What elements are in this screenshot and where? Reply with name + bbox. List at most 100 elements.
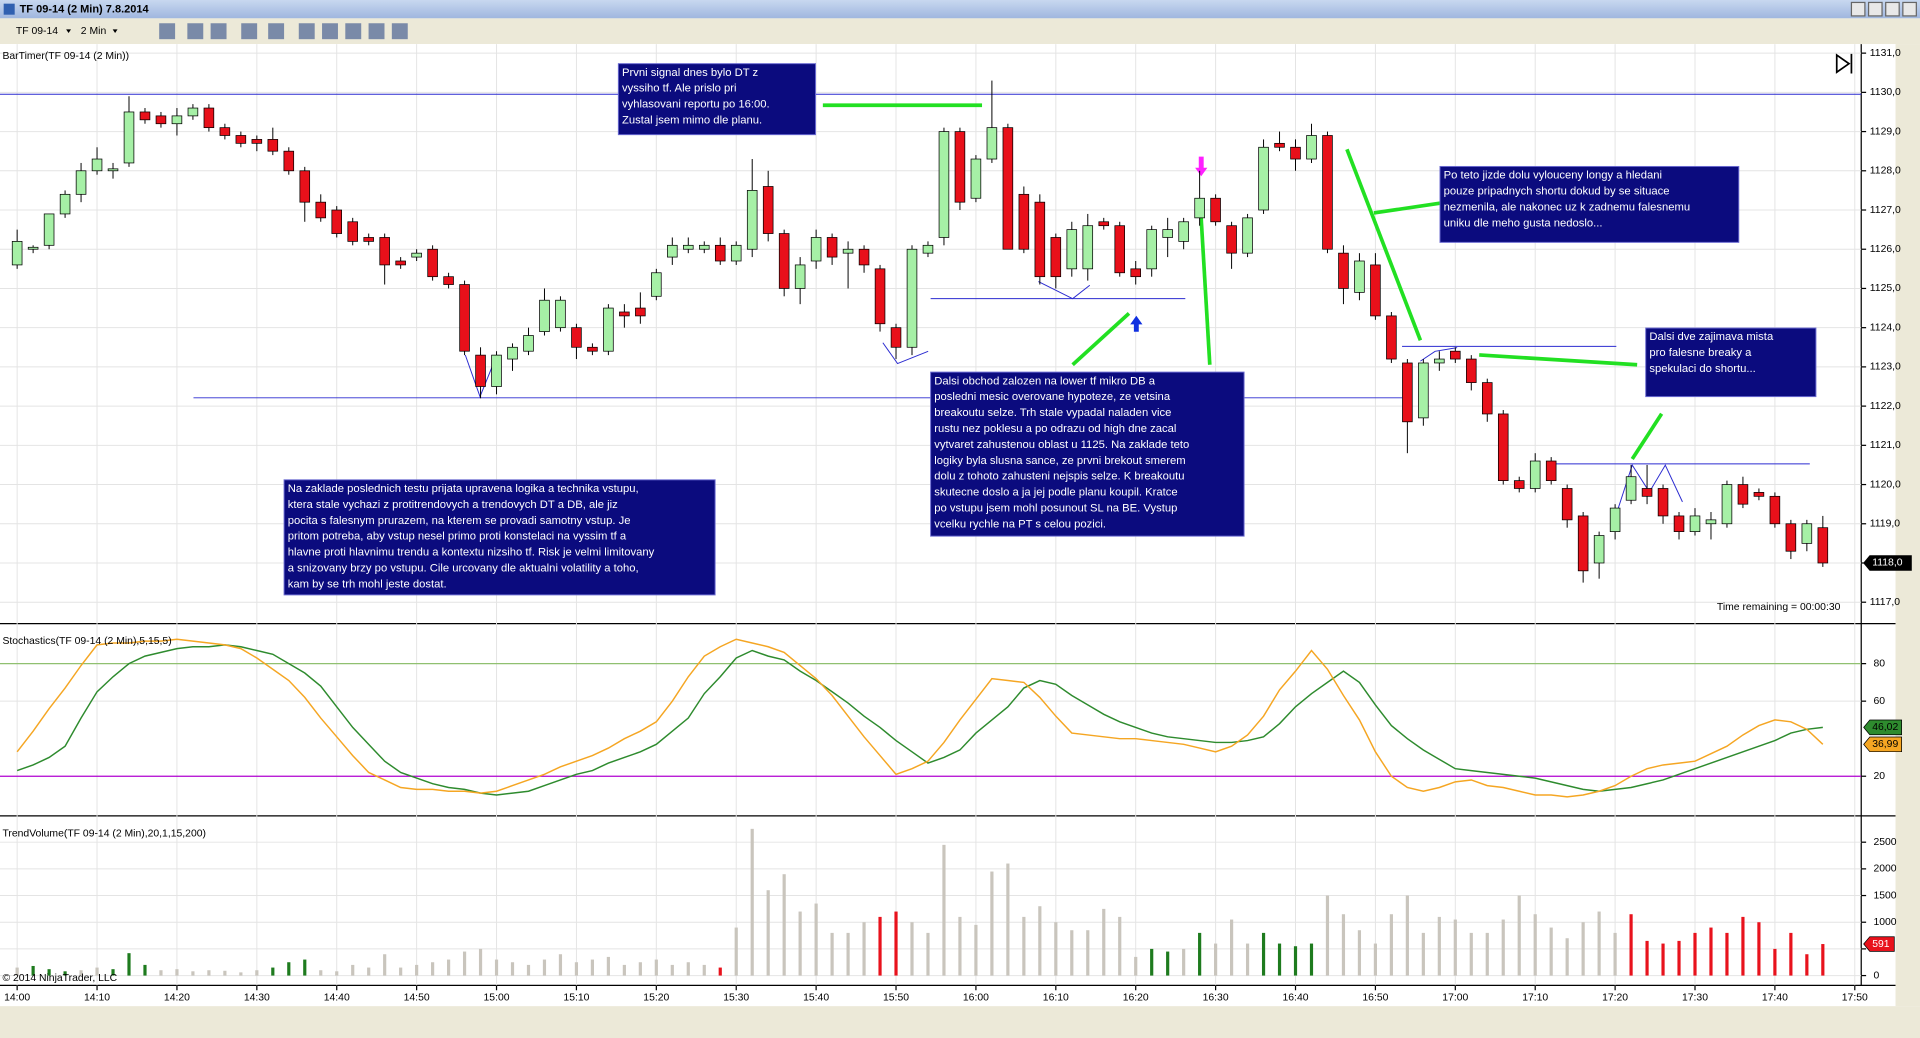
candle-body (171, 115, 183, 125)
candle-body (75, 170, 87, 195)
volume-bar (1182, 948, 1186, 976)
price-tick-label: 1128,0 (1870, 166, 1901, 177)
volume-bar (462, 951, 467, 976)
close-button[interactable] (1885, 1, 1900, 17)
candle-body (251, 139, 263, 144)
instrument-selector[interactable]: TF 09-14 (16, 26, 58, 37)
volume-bar (399, 967, 403, 976)
candle-body (91, 158, 103, 172)
candle-body (1018, 193, 1030, 250)
volume-bar (271, 967, 275, 976)
template-tool[interactable] (345, 23, 362, 40)
candle-body (1721, 484, 1733, 525)
volume-bar (95, 967, 99, 976)
volume-bar (606, 956, 610, 976)
volume-bar (942, 844, 946, 976)
stochastics-label: Stochastics(TF 09-14 (2 Min),5,15,5) (2, 636, 171, 647)
candle-body (1242, 217, 1253, 254)
candle-body (475, 354, 486, 387)
volume-bar (127, 953, 131, 976)
candle-body (219, 127, 231, 136)
volume-bar (1677, 940, 1681, 976)
vertical-scroll[interactable] (1895, 44, 1920, 1007)
order-tool[interactable] (391, 23, 408, 40)
volume-bar (1405, 895, 1409, 976)
annotation-text: vytvaret zahustenou oblast u 1125. Na za… (934, 439, 1189, 451)
volume-tick-label: 2500 (1873, 837, 1896, 848)
annotation-text: Prvni signal dnes bylo DT z (622, 67, 759, 79)
restore-button[interactable] (1867, 1, 1883, 17)
volume-bar (1757, 922, 1761, 976)
volume-bar (351, 964, 355, 976)
volume-bar (1134, 956, 1138, 976)
help-button[interactable] (1902, 1, 1917, 17)
candle-body (874, 268, 886, 325)
properties-tool[interactable] (298, 23, 315, 40)
candle-body (523, 335, 534, 352)
volume-bar (750, 828, 754, 976)
pointer-line (1630, 412, 1664, 461)
price-tick-label: 1124,0 (1870, 322, 1901, 333)
price-tick-label: 1120,0 (1870, 479, 1901, 490)
crosshair-tool[interactable] (241, 23, 258, 40)
candle-body (1082, 225, 1094, 270)
grid: 14:00 14:10 14:20 14:30 14:40 14:50 15:00 15:10… (0, 44, 1901, 1003)
price-marker (1863, 555, 1912, 571)
data-box-tool[interactable] (322, 23, 338, 40)
pattern-line (1420, 347, 1458, 362)
zoom-tool[interactable] (268, 23, 285, 40)
volume-bar (1565, 938, 1569, 976)
time-tick-label: 14:50 (404, 992, 430, 1003)
volume-bar (1038, 906, 1042, 976)
candle-body (1450, 350, 1461, 360)
annotation-text: ktera stale vychazi z protitrendovych a … (288, 499, 618, 511)
annotation-text: Na zaklade poslednich testu prijata upra… (288, 483, 639, 495)
indicator-tool[interactable] (187, 23, 204, 40)
candle-body (1290, 146, 1301, 160)
time-tick-label: 14:20 (164, 992, 190, 1003)
scrollbar[interactable] (0, 1006, 1920, 1038)
annotation-text: pritom potreba, aby vstup nesel primo pr… (288, 531, 627, 543)
candle-body (1226, 225, 1237, 254)
strategy-tool[interactable] (210, 23, 227, 40)
volume-bar (590, 959, 594, 976)
volume-bar (1006, 863, 1010, 976)
volume-bar (958, 916, 962, 976)
time-remaining: Time remaining = 00:00:30 (1717, 602, 1841, 613)
candle-body (1306, 135, 1317, 160)
candle-body (906, 248, 918, 348)
volume-bar (1277, 943, 1282, 976)
candle-body (107, 168, 119, 172)
candle-body (954, 131, 966, 203)
price-marker-label: 46,02 (1872, 722, 1898, 733)
candle-body (411, 252, 422, 258)
candle-body (1737, 484, 1749, 505)
period-selector[interactable]: 2 Min (81, 26, 107, 37)
minimize-button[interactable] (1850, 1, 1866, 17)
print-tool[interactable] (368, 23, 385, 40)
volume-bar (1245, 943, 1250, 976)
candle-body (1689, 515, 1701, 532)
candle-body (1593, 535, 1605, 564)
annotation-text: a snizovany brzy po vstupu. Cile urcovan… (288, 563, 639, 575)
candle-body (539, 299, 550, 332)
time-tick-label: 17:10 (1522, 992, 1548, 1003)
candle-body (1002, 127, 1014, 250)
price-marker (1863, 719, 1902, 736)
price-tick-label: 1123,0 (1870, 362, 1901, 373)
annotation-box (1645, 327, 1817, 398)
time-tick-label: 15:20 (643, 992, 669, 1003)
volume-bar (1341, 914, 1346, 976)
volume-bar (1198, 932, 1202, 976)
candle-body (890, 327, 902, 348)
pointer-line (1345, 148, 1423, 341)
volume-tick-label: 0 (1873, 970, 1879, 981)
volume-bar (1517, 895, 1521, 976)
candle-body (587, 346, 598, 352)
time-tick-label: 15:10 (563, 992, 589, 1003)
pointer-line (1479, 353, 1638, 367)
volume-bar (1070, 930, 1074, 976)
draw-tool[interactable] (159, 23, 176, 40)
volume-bar (782, 874, 786, 976)
